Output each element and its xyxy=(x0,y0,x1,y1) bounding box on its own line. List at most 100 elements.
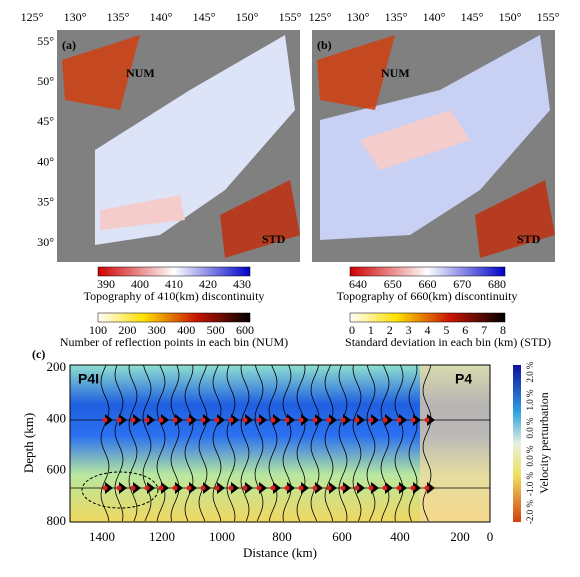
phase-label: P4I xyxy=(78,371,99,387)
trace xyxy=(268,364,278,522)
colorbar-title: Topography of 410(km) discontinuity xyxy=(84,289,265,303)
peak-410 xyxy=(371,414,379,426)
anomaly-b xyxy=(360,110,470,170)
peak-410 xyxy=(231,414,239,426)
std-inset-b xyxy=(475,180,555,258)
colorbar-tick-label: 2 xyxy=(387,323,393,337)
colorbar-tick-label: 0 xyxy=(349,323,355,337)
std-inset-a xyxy=(220,180,300,258)
peak-410 xyxy=(161,414,169,426)
peak-660 xyxy=(385,482,393,494)
pick-660 xyxy=(158,485,164,491)
colorbar-tick-label: 100 xyxy=(89,323,107,337)
x-axis-label: Distance (km) xyxy=(243,545,317,560)
peak-660 xyxy=(147,482,155,494)
lat-tick-label: 55° xyxy=(37,34,54,48)
pick-410 xyxy=(410,417,416,423)
peak-660 xyxy=(343,482,351,494)
colorbar-title: Standard deviation in each bin (km) (STD… xyxy=(345,335,551,349)
lat-tick-label: 50° xyxy=(37,74,54,88)
pick-660 xyxy=(368,485,374,491)
lon-tick-label: 145° xyxy=(461,10,484,24)
peak-410 xyxy=(329,414,337,426)
pick-410 xyxy=(396,417,402,423)
section-right xyxy=(420,365,490,522)
colorbar xyxy=(513,365,521,522)
colorbar-tick-label: -1.0 % xyxy=(525,472,535,496)
trace xyxy=(394,364,404,522)
trace xyxy=(310,364,320,522)
pick-660 xyxy=(144,485,150,491)
colorbar-tick-label: 300 xyxy=(148,323,166,337)
colorbar-title: Velocity perturbation xyxy=(537,392,551,494)
pick-660 xyxy=(312,485,318,491)
trace xyxy=(142,364,152,522)
x-tick-label: 1200 xyxy=(149,529,175,544)
trace xyxy=(240,364,250,522)
peak-660 xyxy=(315,482,323,494)
trace xyxy=(198,364,208,522)
colorbar-tick-label: 5 xyxy=(443,323,449,337)
pick-660 xyxy=(256,485,262,491)
peak-410 xyxy=(273,414,281,426)
trace xyxy=(282,364,292,522)
pick-410 xyxy=(326,417,332,423)
colorbar xyxy=(97,266,251,277)
peak-410 xyxy=(427,414,435,426)
lon-tick-label: 140° xyxy=(423,10,446,24)
x-tick-label: 1000 xyxy=(209,529,235,544)
lon-tick-label: 145° xyxy=(193,10,216,24)
y-tick-label: 600 xyxy=(47,462,67,477)
lon-tick-label: 130° xyxy=(64,10,87,24)
colorbar xyxy=(97,312,251,323)
peak-660 xyxy=(287,482,295,494)
y-tick-label: 200 xyxy=(47,359,67,374)
peak-410 xyxy=(189,414,197,426)
num-inset-a xyxy=(62,35,140,110)
pick-410 xyxy=(102,417,108,423)
peak-410 xyxy=(147,414,155,426)
peak-410 xyxy=(315,414,323,426)
trace xyxy=(170,364,180,522)
pick-660 xyxy=(172,485,178,491)
pick-410 xyxy=(116,417,122,423)
x-tick-label: 600 xyxy=(332,529,352,544)
pick-660 xyxy=(214,485,220,491)
colorbar-tick-label: 400 xyxy=(177,323,195,337)
peak-410 xyxy=(203,414,211,426)
peak-660 xyxy=(329,482,337,494)
peak-660 xyxy=(259,482,267,494)
pick-410 xyxy=(424,417,430,423)
pick-410 xyxy=(382,417,388,423)
trace xyxy=(100,364,110,522)
colorbar-tick-label: 0.0 % xyxy=(525,445,535,467)
colorbar-tick-label: 420 xyxy=(199,277,217,291)
std-label: STD xyxy=(262,232,286,246)
lon-tick-label: 150° xyxy=(236,10,259,24)
num-inset-b xyxy=(317,35,395,110)
peak-410 xyxy=(175,414,183,426)
pick-660 xyxy=(186,485,192,491)
colorbar-tick-label: 600 xyxy=(236,323,254,337)
colorbar-tick-label: 660 xyxy=(419,277,437,291)
pick-660 xyxy=(424,485,430,491)
peak-660 xyxy=(413,482,421,494)
pick-660 xyxy=(396,485,402,491)
pick-410 xyxy=(186,417,192,423)
peak-410 xyxy=(301,414,309,426)
pick-660 xyxy=(228,485,234,491)
pick-410 xyxy=(284,417,290,423)
peak-410 xyxy=(119,414,127,426)
pick-410 xyxy=(144,417,150,423)
x-tick-label: 200 xyxy=(450,529,470,544)
pick-660 xyxy=(354,485,360,491)
pick-410 xyxy=(200,417,206,423)
pick-410 xyxy=(354,417,360,423)
colorbar-tick-label: 7 xyxy=(481,323,487,337)
peak-410 xyxy=(105,414,113,426)
colorbar-tick-label: 500 xyxy=(207,323,225,337)
pick-660 xyxy=(270,485,276,491)
trace xyxy=(352,364,362,522)
lon-tick-label: 125° xyxy=(309,10,332,24)
section-frame xyxy=(69,364,491,523)
